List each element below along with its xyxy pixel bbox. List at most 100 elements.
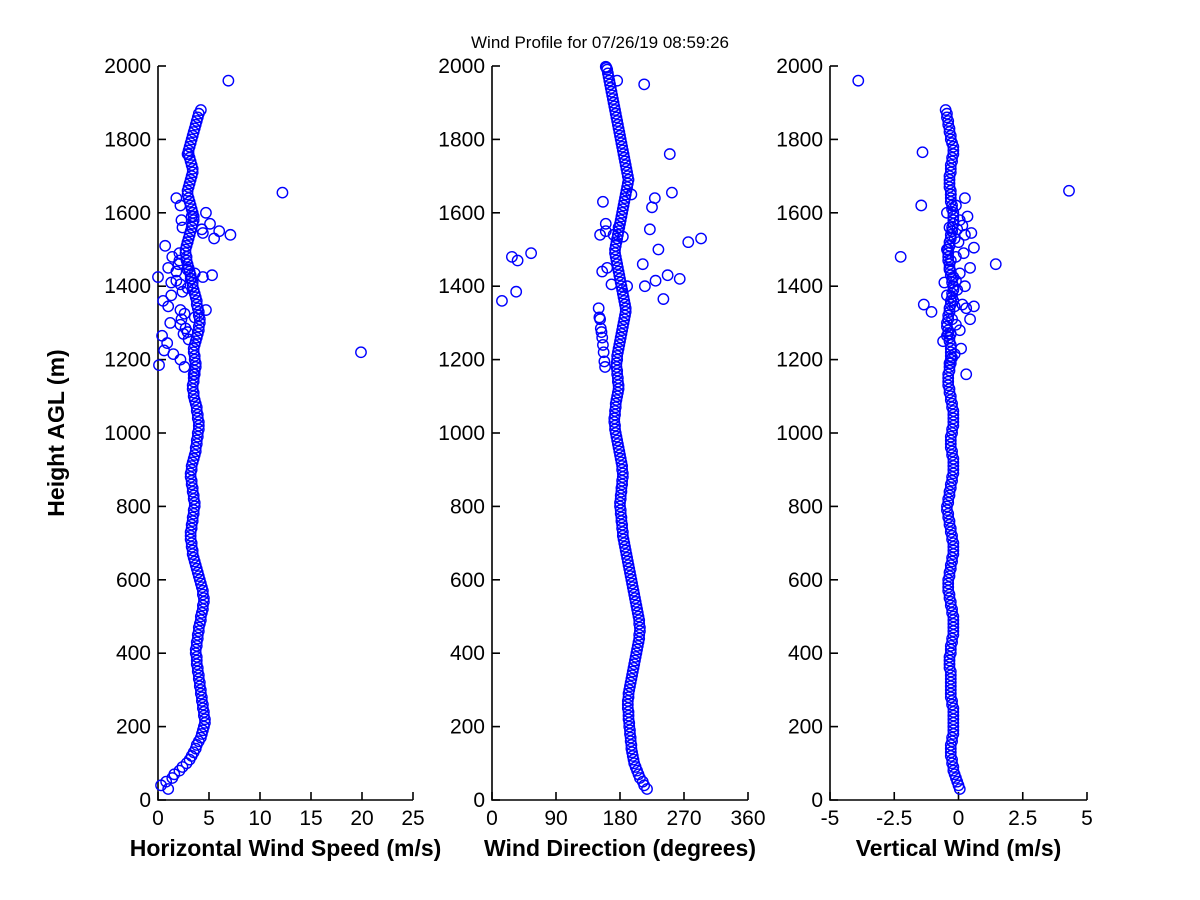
data-point	[663, 148, 676, 160]
data-point	[947, 617, 960, 630]
data-point	[957, 247, 970, 260]
data-point	[648, 192, 661, 205]
data-point	[181, 188, 194, 201]
data-point	[496, 294, 508, 307]
data-point	[944, 162, 957, 175]
data-point	[661, 269, 674, 282]
data-point	[989, 258, 1002, 271]
data-point	[946, 698, 958, 711]
data-point	[187, 346, 200, 359]
data-point	[852, 74, 865, 87]
data-point	[638, 280, 651, 293]
data-point	[200, 206, 212, 219]
data-point	[944, 647, 957, 660]
data-point	[943, 570, 956, 583]
data-point	[160, 775, 173, 788]
data-point	[943, 357, 956, 370]
data-point	[184, 272, 197, 285]
data-point	[944, 526, 957, 538]
x-tick-label: 0	[152, 807, 164, 830]
y-tick-label: 1600	[776, 202, 823, 225]
data-point	[181, 326, 194, 338]
data-point	[599, 217, 612, 230]
data-point	[944, 438, 957, 450]
data-point	[200, 304, 212, 316]
data-point	[156, 329, 168, 342]
data-point	[941, 504, 953, 516]
data-point	[619, 305, 632, 318]
panel-1-x-axis-label: Horizontal Wind Speed (m/s)	[130, 835, 442, 861]
y-tick-label: 1200	[104, 349, 151, 372]
data-point	[944, 672, 957, 685]
data-point	[152, 271, 164, 283]
data-point	[596, 331, 609, 344]
data-point	[944, 133, 957, 146]
y-tick-label: 0	[473, 789, 485, 812]
data-point	[947, 144, 960, 157]
figure-title: Wind Profile for 07/26/19 08:59:26	[471, 33, 729, 52]
data-point	[173, 247, 186, 260]
data-point	[597, 339, 609, 351]
data-point	[946, 606, 958, 619]
x-tick-label: 90	[544, 807, 567, 830]
y-tick-label: 1800	[776, 128, 823, 151]
data-point	[649, 274, 662, 287]
data-point	[944, 742, 957, 755]
data-point	[162, 261, 175, 274]
data-point	[943, 126, 956, 138]
data-point	[173, 254, 186, 267]
data-point	[944, 394, 957, 406]
data-point	[915, 199, 928, 212]
y-tick-label: 800	[788, 495, 823, 518]
y-tick-label: 1800	[104, 128, 151, 151]
data-point	[599, 361, 611, 373]
data-point	[947, 271, 960, 283]
data-point	[917, 298, 930, 311]
data-point	[947, 706, 960, 718]
y-tick-label: 800	[450, 495, 485, 518]
data-point	[959, 280, 971, 293]
data-point	[947, 544, 960, 557]
data-point	[206, 269, 218, 282]
data-point	[948, 300, 961, 313]
data-point	[944, 482, 957, 494]
data-point	[960, 302, 973, 315]
data-point	[943, 592, 956, 605]
data-point	[652, 243, 665, 256]
data-point	[222, 74, 235, 87]
data-point	[187, 368, 200, 381]
data-point	[170, 192, 183, 205]
data-point	[213, 225, 226, 238]
data-point	[611, 74, 624, 87]
data-point	[625, 188, 638, 201]
panel-3: 0 200 400 600 800 1000 1200 1400 1600 1800 2000 -5 -…	[776, 55, 1093, 861]
y-tick-label: 1200	[438, 349, 485, 372]
y-tick-label: 200	[450, 716, 485, 739]
data-point	[609, 401, 622, 414]
data-point	[208, 232, 221, 245]
data-point	[943, 386, 956, 399]
data-point	[165, 276, 178, 289]
data-point	[944, 232, 957, 245]
x-tick-label: 5	[203, 807, 215, 830]
data-point	[355, 346, 367, 359]
data-point	[959, 192, 971, 205]
data-point	[592, 302, 605, 315]
data-point	[968, 241, 980, 254]
data-point	[162, 783, 175, 795]
panel-1-data-markers	[152, 74, 367, 795]
data-point	[944, 434, 957, 447]
data-point	[176, 761, 189, 773]
data-point	[965, 227, 978, 239]
data-point	[943, 173, 956, 186]
data-point	[947, 614, 960, 627]
data-point	[188, 311, 201, 324]
data-point	[953, 267, 966, 280]
data-point	[944, 188, 957, 201]
y-tick-label: 200	[788, 716, 823, 739]
x-tick-label: 360	[730, 807, 765, 830]
data-point	[944, 746, 957, 759]
data-point	[153, 359, 165, 371]
data-point	[944, 599, 957, 612]
